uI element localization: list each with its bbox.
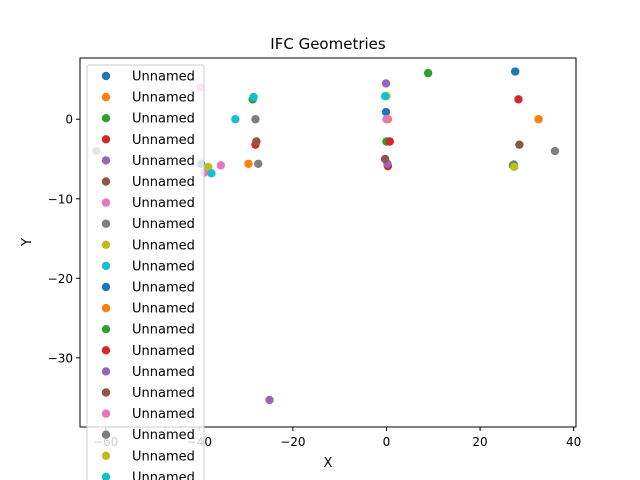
legend-label: Unnamed — [132, 70, 195, 85]
legend-marker — [101, 451, 111, 460]
legend-box — [86, 64, 205, 480]
y-tick-label: 0 — [65, 113, 73, 127]
data-point — [254, 159, 263, 168]
plot-area-frame — [79, 57, 577, 428]
x-tick-label: 20 — [472, 435, 487, 449]
data-point — [244, 159, 253, 168]
data-point — [550, 146, 560, 156]
legend-label: Unnamed — [132, 344, 195, 359]
legend-marker — [101, 156, 111, 165]
data-point — [251, 115, 260, 124]
chart-title: IFC Geometries — [270, 35, 386, 53]
legend-marker — [101, 282, 111, 292]
y-axis-label: Y — [20, 238, 35, 247]
x-tick-label: −20 — [280, 435, 305, 449]
legend-label: Unnamed — [132, 175, 195, 190]
legend-marker — [101, 409, 111, 418]
legend-label: Unnamed — [132, 428, 195, 443]
legend-label: Unnamed — [132, 154, 195, 169]
data-point — [515, 140, 524, 149]
data-point — [252, 137, 261, 146]
legend-label: Unnamed — [132, 133, 195, 148]
x-axis-label: X — [324, 456, 333, 471]
legend-marker — [101, 177, 111, 186]
legend-marker — [101, 261, 111, 271]
legend: Unnamed Unnamed Unnamed Unnamed Unnamed Unnam… — [86, 64, 205, 480]
legend-marker — [101, 135, 111, 144]
legend-label: Unnamed — [132, 470, 195, 480]
data-point — [534, 115, 543, 124]
y-tick-label: −20 — [48, 272, 73, 286]
legend-label: Unnamed — [132, 302, 195, 317]
data-point — [249, 92, 258, 102]
legend-marker — [101, 114, 111, 123]
legend-label: Unnamed — [132, 238, 195, 253]
y-tick-label: −10 — [48, 192, 73, 206]
legend-marker — [101, 346, 111, 355]
legend-label: Unnamed — [132, 112, 195, 127]
data-point — [510, 162, 519, 172]
data-point — [380, 91, 390, 101]
data-point — [381, 107, 391, 117]
legend-label: Unnamed — [132, 259, 195, 274]
y-axis-ticks: 0 −10 −20 −30 — [48, 113, 80, 365]
data-point — [231, 115, 240, 124]
legend-marker — [101, 367, 111, 376]
legend-label: Unnamed — [132, 449, 195, 464]
legend-label: Unnamed — [132, 386, 195, 401]
data-point — [216, 161, 226, 170]
data-point — [514, 95, 523, 104]
legend-marker — [101, 240, 111, 249]
legend-label: Unnamed — [132, 217, 195, 232]
legend-marker — [101, 325, 111, 334]
data-point — [204, 162, 213, 172]
legend-marker — [101, 303, 111, 313]
legend-marker — [101, 388, 111, 397]
data-point — [207, 169, 216, 178]
legend-marker — [101, 219, 111, 228]
legend-marker — [101, 92, 111, 102]
legend-label: Unnamed — [132, 281, 195, 296]
data-point — [381, 79, 391, 88]
data-point — [380, 154, 390, 164]
legend-label: Unnamed — [132, 323, 195, 338]
data-point — [265, 395, 274, 405]
legend-label: Unnamed — [132, 91, 195, 106]
legend-marker — [101, 71, 111, 81]
data-point — [510, 67, 520, 76]
data-point — [382, 115, 391, 124]
legend-label: Unnamed — [132, 196, 195, 211]
x-tick-label: 40 — [566, 435, 581, 449]
legend-marker — [101, 472, 111, 480]
legend-marker — [101, 198, 111, 207]
legend-marker — [101, 430, 111, 439]
data-point — [423, 68, 433, 78]
legend-label: Unnamed — [132, 365, 195, 380]
y-tick-label: −30 — [48, 351, 73, 365]
legend-label: Unnamed — [132, 407, 195, 422]
data-point — [385, 137, 394, 146]
x-tick-label: 0 — [383, 435, 391, 449]
